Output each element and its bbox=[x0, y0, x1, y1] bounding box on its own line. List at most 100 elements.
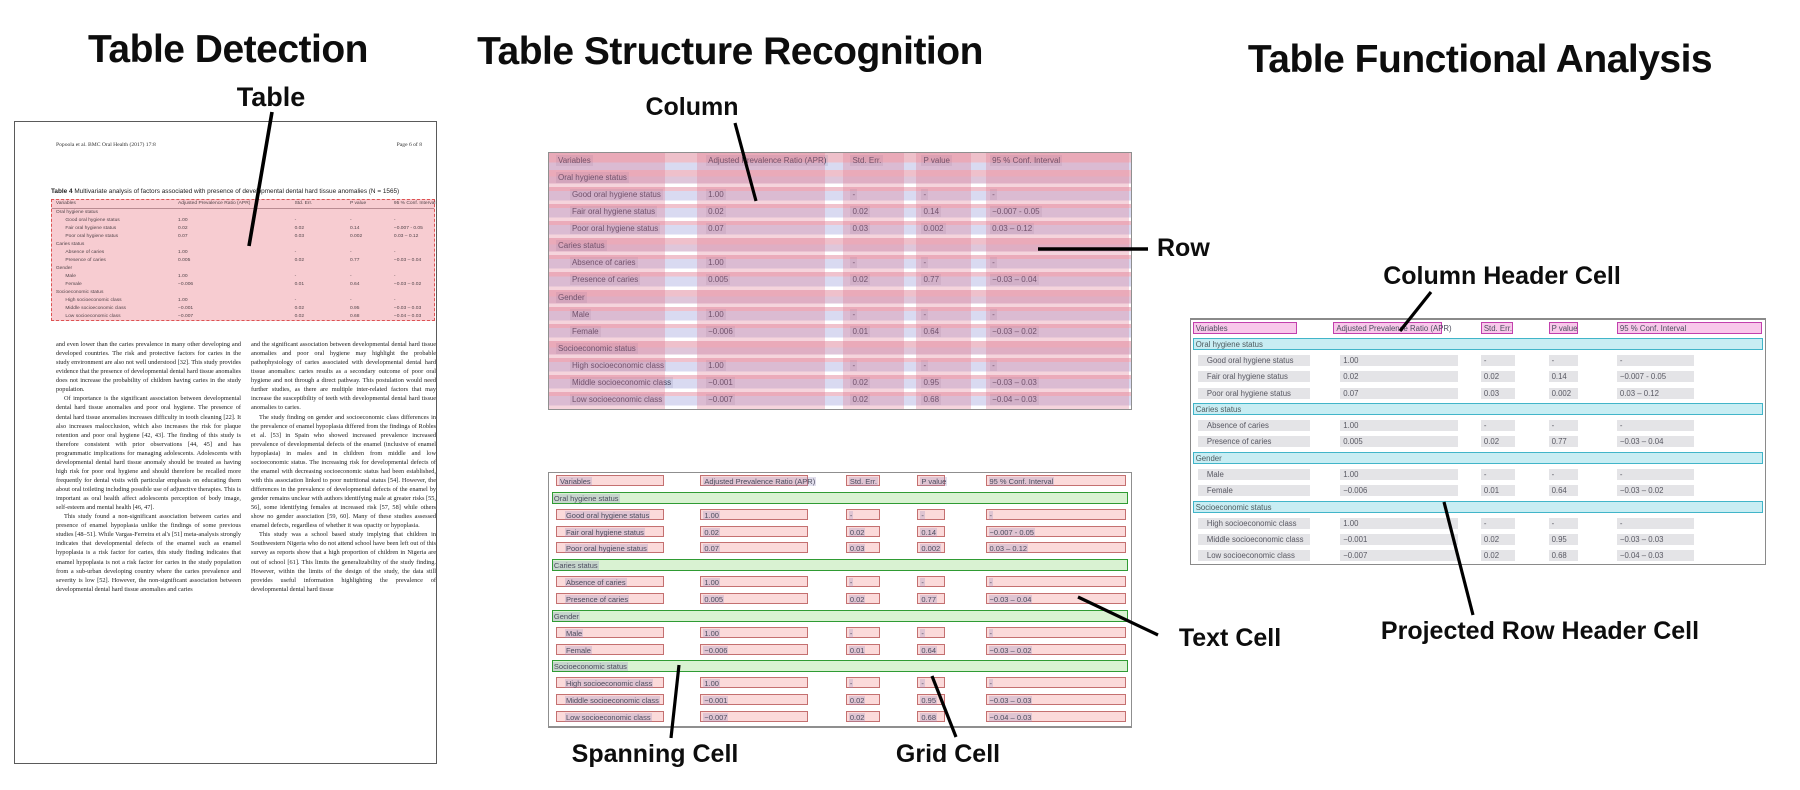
grid-cell: 0.64 bbox=[917, 643, 946, 655]
cell-text: - bbox=[988, 510, 993, 520]
value-cell: 0.03 – 0.12 bbox=[393, 234, 419, 239]
value-cell: 0.95 bbox=[921, 376, 942, 388]
table-row: Good oral hygiene status 1.00 - - - bbox=[52, 217, 434, 225]
grid-cell: 0.01 bbox=[845, 643, 880, 655]
body-text-column-left: and even lower than the caries prevalenc… bbox=[56, 340, 241, 594]
cell-text: 1.00 bbox=[703, 578, 720, 588]
row-label-cell: Good oral hygiene status bbox=[1197, 355, 1310, 367]
value-cell: - bbox=[393, 298, 396, 303]
cell-text: - bbox=[848, 679, 854, 689]
value-cell: −0.001 bbox=[706, 376, 735, 388]
grid-cell: −0.007 - 0.05 bbox=[985, 525, 1127, 537]
column-band bbox=[697, 153, 826, 409]
value-cell: - bbox=[349, 218, 352, 223]
text-cell: - bbox=[1548, 420, 1579, 432]
value-cell: - bbox=[393, 218, 396, 223]
text-cell: - bbox=[1548, 517, 1579, 529]
cell-text: 0.02 bbox=[848, 713, 866, 723]
value-cell: −0.006 bbox=[706, 325, 735, 337]
row-label-cell: Male bbox=[1197, 468, 1310, 480]
cell-text: 0.002 bbox=[920, 544, 942, 554]
table-row: Female −0.006 0.01 0.64 −0.03 – 0.02 bbox=[549, 642, 1131, 659]
table-row: Middle socioeconomic class −0.001 0.02 0.95… bbox=[549, 692, 1131, 709]
document-page-number: Page 6 of 8 bbox=[396, 142, 422, 148]
header-cell: Adjusted Prevalence Ratio (APR) bbox=[178, 201, 251, 206]
value-cell: 0.03 – 0.12 bbox=[990, 223, 1035, 235]
table-row: Presence of caries 0.005 0.02 0.77 −0.03 – 0… bbox=[549, 591, 1131, 608]
header-cell: Variables bbox=[555, 155, 593, 166]
table-row: Good oral hygiene status 1.00 - - - bbox=[549, 507, 1131, 524]
projected-row-header-cell: Oral hygiene status bbox=[1192, 338, 1763, 351]
value-cell: 1.00 bbox=[706, 189, 726, 201]
value-cell: 0.002 bbox=[921, 223, 946, 235]
annotation-grid-cell: Grid Cell bbox=[895, 740, 1001, 768]
row-label-cell: Low socioeconomic class bbox=[555, 711, 664, 723]
row-label-cell: High socioeconomic class bbox=[65, 298, 122, 303]
row-label-cell: Female bbox=[555, 643, 664, 655]
row-label-cell: Low socioeconomic class bbox=[1197, 550, 1310, 562]
text-cell: 0.02 bbox=[1480, 436, 1516, 448]
value-cell: 0.02 bbox=[850, 206, 871, 218]
value-cell: 0.02 bbox=[294, 314, 305, 319]
row-label-cell: High socioeconomic class bbox=[1197, 517, 1310, 529]
value-cell: 0.95 bbox=[349, 306, 360, 311]
table-row: Absence of caries 1.00 - - - bbox=[549, 255, 1131, 273]
value-cell: 0.07 bbox=[706, 223, 726, 235]
value-cell: 1.00 bbox=[178, 250, 188, 255]
row-label-cell: Presence of caries bbox=[569, 274, 641, 286]
value-cell: - bbox=[294, 298, 297, 303]
cell-text: 0.77 bbox=[920, 595, 937, 605]
value-cell: 0.02 bbox=[294, 226, 305, 231]
grid-cell: −0.03 – 0.02 bbox=[985, 643, 1127, 655]
row-label-cell: Poor oral hygiene status bbox=[1197, 387, 1310, 399]
spanning-cell-text: Gender bbox=[552, 611, 580, 621]
row-label-cell: Low socioeconomic class bbox=[569, 393, 665, 405]
table-row: Good oral hygiene status 1.00 - - - bbox=[549, 187, 1131, 205]
text-cell: −0.007 - 0.05 bbox=[1616, 371, 1695, 383]
text-cell: −0.03 – 0.03 bbox=[1616, 533, 1695, 545]
table-row: Good oral hygiene status 1.00 - - - bbox=[1191, 353, 1765, 369]
document-body-text: and even lower than the caries prevalenc… bbox=[56, 340, 436, 594]
row-label-cell: Oral hygiene status bbox=[555, 172, 629, 184]
row-label-cell: Middle socioeconomic class bbox=[555, 694, 664, 706]
row-label-cell: Female bbox=[65, 282, 82, 287]
panel-title-table-structure-recognition: Table Structure Recognition bbox=[477, 30, 983, 73]
table-row: Female −0.006 0.01 0.64 −0.03 – 0.02 bbox=[1191, 483, 1765, 499]
projected-row-header-cell: Socioeconomic status bbox=[1192, 500, 1763, 513]
value-cell: 0.03 bbox=[294, 234, 305, 239]
row-label-cell: Gender bbox=[555, 291, 587, 303]
text-cell: 0.02 bbox=[1480, 371, 1516, 383]
value-cell: - bbox=[990, 257, 997, 269]
row-label-cell: Poor oral hygiene status bbox=[65, 234, 119, 239]
row-label-cell: Good oral hygiene status bbox=[569, 189, 663, 201]
text-cell: 0.14 bbox=[1548, 371, 1579, 383]
text-cell: 0.02 bbox=[1340, 371, 1458, 383]
table-row: Presence of caries 0.005 0.02 0.77 −0.03 – 0… bbox=[52, 257, 434, 265]
value-cell: −0.007 - 0.05 bbox=[990, 206, 1042, 218]
grid-cell: - bbox=[917, 508, 946, 520]
value-cell: 0.64 bbox=[349, 282, 360, 287]
cell-text: 0.03 – 0.12 bbox=[988, 544, 1029, 554]
text-cell: 0.07 bbox=[1340, 387, 1458, 399]
grid-cell: 0.02 bbox=[845, 593, 880, 605]
grid-cell: 0.02 bbox=[700, 525, 808, 537]
value-cell: - bbox=[990, 308, 997, 320]
grid-cell: −0.001 bbox=[700, 694, 808, 706]
table-row: Poor oral hygiene status 0.07 0.03 0.002 0.0… bbox=[549, 221, 1131, 239]
table-row-header: Variables Adjusted Prevalence Ratio (APR)… bbox=[52, 200, 435, 209]
value-cell: 1.00 bbox=[178, 298, 188, 303]
text-cell: - bbox=[1548, 468, 1579, 480]
column-band bbox=[915, 153, 971, 409]
row-label-cell: Poor oral hygiene status bbox=[569, 223, 661, 235]
text-cell: 0.01 bbox=[1480, 485, 1516, 497]
text-cell: −0.03 – 0.04 bbox=[1616, 436, 1695, 448]
row-label-cell: Male bbox=[555, 626, 664, 638]
grid-cell: 0.005 bbox=[700, 593, 808, 605]
cell-text: 1.00 bbox=[703, 510, 720, 520]
table-row: Poor oral hygiene status 0.07 0.03 0.002 0.0… bbox=[52, 233, 434, 241]
body-paragraph: Of importance is the significant associa… bbox=[56, 395, 241, 512]
value-cell: 0.002 bbox=[349, 234, 363, 239]
table-row-header: Variables Adjusted Prevalence Ratio (APR)… bbox=[549, 153, 1131, 171]
grid-cell: - bbox=[845, 677, 880, 689]
